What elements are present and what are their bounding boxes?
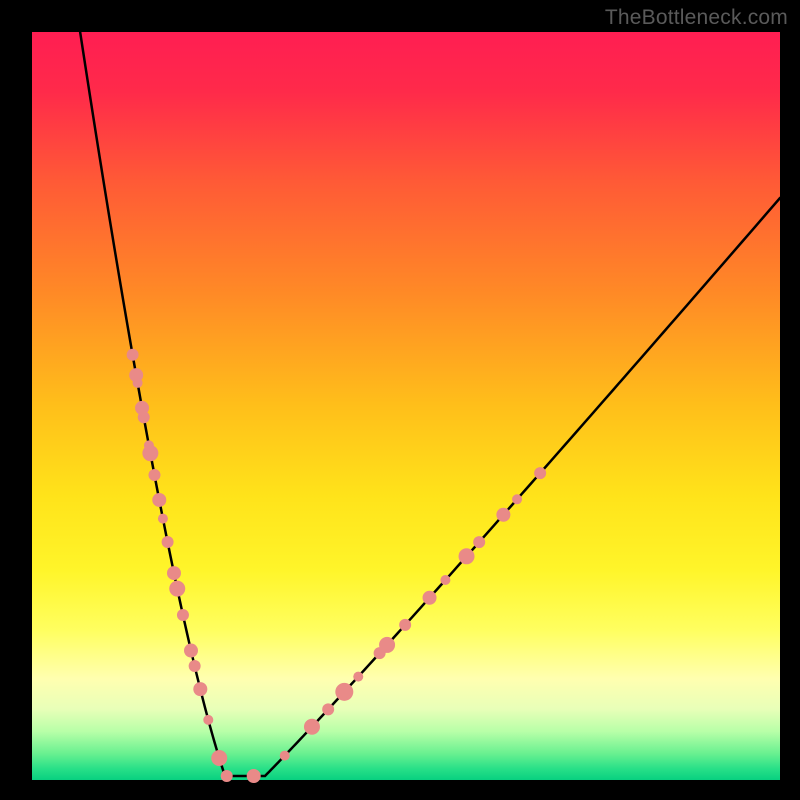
curve-marker (280, 751, 290, 761)
curve-marker (221, 770, 233, 782)
curve-marker (184, 644, 198, 658)
curve-marker (512, 494, 522, 504)
curve-marker (353, 672, 363, 682)
curve-marker (322, 703, 334, 715)
curve-marker (496, 508, 510, 522)
curve-marker (169, 581, 185, 597)
curve-marker (473, 536, 485, 548)
curve-marker (189, 660, 201, 672)
curve-marker (193, 682, 207, 696)
curve-marker (459, 548, 475, 564)
curve-marker (399, 619, 411, 631)
curve-marker (138, 411, 150, 423)
chart-container: TheBottleneck.com (0, 0, 800, 800)
curve-marker (152, 493, 166, 507)
curve-marker (304, 719, 320, 735)
bottleneck-curve-plot (0, 0, 800, 800)
curve-marker (379, 637, 395, 653)
watermark-text: TheBottleneck.com (605, 6, 788, 30)
curve-marker (423, 591, 437, 605)
curve-marker (177, 609, 189, 621)
curve-marker (203, 715, 213, 725)
curve-marker (534, 467, 546, 479)
curve-marker (127, 349, 139, 361)
curve-marker (133, 378, 143, 388)
curve-marker (247, 769, 261, 783)
curve-marker (335, 683, 353, 701)
curve-marker (148, 469, 160, 481)
curve-marker (162, 536, 174, 548)
curve-marker (440, 575, 450, 585)
curve-marker (167, 566, 181, 580)
curve-marker (142, 445, 158, 461)
curve-marker (158, 514, 168, 524)
curve-marker (211, 750, 227, 766)
